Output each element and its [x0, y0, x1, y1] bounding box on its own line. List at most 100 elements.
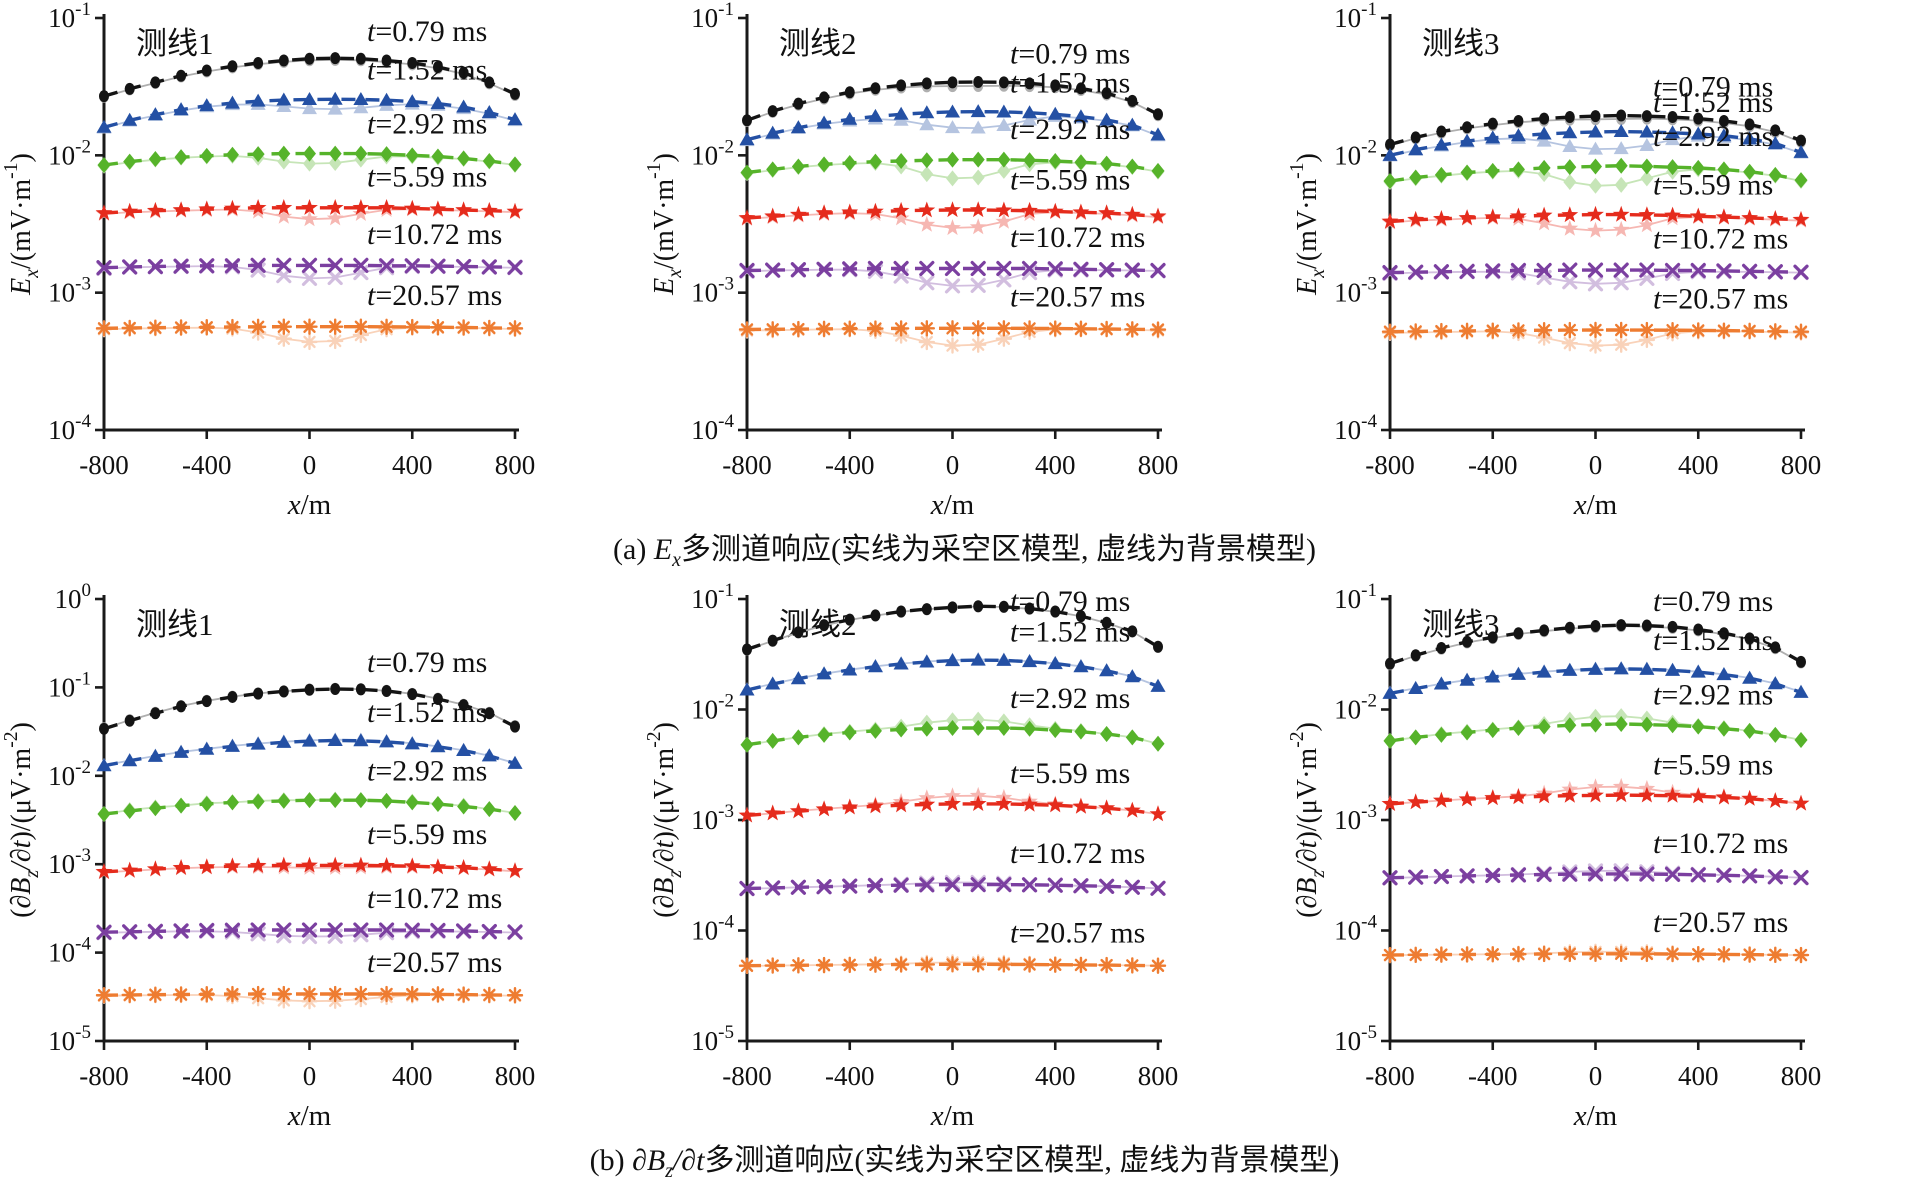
- time-label: t=10.72 ms: [1653, 223, 1788, 256]
- x-tick-label: -800: [722, 450, 772, 480]
- series-xcross: t=10.72 ms: [1382, 827, 1809, 886]
- series-star: t=5.59 ms: [95, 818, 524, 880]
- series-circle: t=0.79 ms: [1385, 585, 1806, 671]
- axes: 10-1 10-2 10-3 10-4 10-5 -800 -400 0 400 800 x/m (∂…: [1287, 581, 1821, 1132]
- x-tick-label: 400: [392, 450, 433, 480]
- y-tick-label: 10-1: [48, 668, 91, 702]
- subplot-ex-line1: 10-1 10-2 10-3 10-4 -800 -400 0 400 800 x/m Ex/(mV…: [0, 0, 643, 525]
- time-label: t=2.92 ms: [1653, 679, 1773, 712]
- subplot-ex-line2: 10-1 10-2 10-3 10-4 -800 -400 0 400 800 x/m Ex/(mV…: [643, 0, 1286, 525]
- caption-b-rest: 多测道响应(实线为采空区模型, 虚线为背景模型): [704, 1144, 1340, 1177]
- series-circle: t=0.79 ms: [742, 585, 1163, 656]
- time-label: t=20.57 ms: [1010, 917, 1145, 950]
- chart-ex-line3: 10-1 10-2 10-3 10-4 -800 -400 0 400 800 x/m Ex/(mV…: [1287, 0, 1821, 521]
- caption-b-var: B: [646, 1144, 666, 1177]
- caption-a-rest: 多测道响应(实线为采空区模型, 虚线为背景模型): [680, 533, 1316, 566]
- axes: 10-1 10-2 10-3 10-4 -800 -400 0 400 800 x/m Ex/(mV…: [1, 0, 535, 521]
- series-triangle: t=1.52 ms: [96, 54, 523, 134]
- time-label: t=5.59 ms: [1010, 757, 1130, 790]
- caption-a-var: E: [653, 533, 673, 566]
- series-diamond: t=2.92 ms: [740, 113, 1165, 187]
- time-label: t=0.79 ms: [1653, 585, 1773, 618]
- y-tick-label: 10-1: [48, 0, 91, 33]
- x-tick-label: -400: [825, 1061, 875, 1091]
- time-label: t=5.59 ms: [367, 161, 487, 194]
- y-tick-label: 10-3: [691, 274, 734, 308]
- time-label: t=10.72 ms: [367, 882, 502, 915]
- background-model-line: [746, 726, 1159, 747]
- background-model-line: [746, 658, 1159, 692]
- series-circle: t=0.79 ms: [1385, 71, 1806, 152]
- time-label: t=2.92 ms: [1010, 113, 1130, 146]
- subplot-title: 测线1: [136, 26, 214, 61]
- x-tick-label: -800: [79, 450, 129, 480]
- y-tick-label: 10-3: [1334, 801, 1377, 835]
- x-axis-label: x/m: [1573, 1100, 1618, 1132]
- x-tick-label: 400: [392, 1061, 433, 1091]
- background-model-line: [746, 109, 1159, 142]
- series-diamond: t=2.92 ms: [1383, 679, 1808, 749]
- time-label: t=10.72 ms: [1653, 827, 1788, 860]
- caption-a: (a) Ex多测道响应(实线为采空区模型, 虚线为背景模型): [0, 525, 1929, 581]
- chart-dbz-line1: 100 10-1 10-2 10-3 10-4 10-5 -800 -400 0 400 800 x/…: [1, 581, 535, 1132]
- caption-a-prefix: (a): [613, 533, 654, 566]
- x-axis-label: x/m: [287, 489, 332, 521]
- x-tick-label: 0: [1589, 1061, 1603, 1091]
- y-tick-label: 10-1: [1334, 581, 1377, 614]
- series-triangle: t=1.52 ms: [739, 66, 1166, 147]
- subplot-title: 测线2: [779, 26, 857, 61]
- series-circle: t=0.79 ms: [99, 646, 520, 735]
- series-triangle: t=1.52 ms: [1382, 86, 1809, 162]
- series-triangle: t=1.52 ms: [96, 696, 523, 772]
- x-tick-label: 400: [1678, 450, 1719, 480]
- time-label: t=10.72 ms: [367, 218, 502, 251]
- series-xcross: t=10.72 ms: [739, 837, 1166, 897]
- y-tick-label: 10-4: [691, 912, 734, 946]
- x-tick-label: 400: [1678, 1061, 1719, 1091]
- time-label: t=20.57 ms: [367, 946, 502, 979]
- series-xcross: t=10.72 ms: [96, 882, 523, 945]
- time-label: t=1.52 ms: [1653, 86, 1773, 119]
- y-tick-label: 10-3: [1334, 274, 1377, 308]
- background-model-line: [103, 687, 516, 731]
- y-tick-label: 10-3: [48, 845, 91, 879]
- y-tick-label: 100: [55, 581, 92, 614]
- y-tick-label: 10-2: [48, 136, 91, 170]
- x-axis-label: x/m: [930, 489, 975, 521]
- x-tick-label: -400: [825, 450, 875, 480]
- y-axis-label: (∂Bz/∂t)/(μV·m-2): [1, 722, 43, 918]
- y-tick-label: 10-4: [691, 411, 734, 445]
- series-diamond: t=2.92 ms: [97, 754, 522, 822]
- axes: 10-1 10-2 10-3 10-4 -800 -400 0 400 800 x/m Ex/(mV…: [1287, 0, 1821, 521]
- series-star: t=5.59 ms: [738, 757, 1167, 823]
- series-star: t=5.59 ms: [1381, 168, 1810, 238]
- time-label: t=1.52 ms: [1010, 616, 1130, 649]
- x-tick-label: 800: [1781, 450, 1822, 480]
- x-tick-label: -800: [1365, 450, 1415, 480]
- series-star: t=5.59 ms: [738, 163, 1167, 236]
- time-label: t=10.72 ms: [1010, 221, 1145, 254]
- x-tick-label: -800: [79, 1061, 129, 1091]
- time-label: t=0.79 ms: [367, 646, 487, 679]
- y-tick-label: 10-2: [48, 757, 91, 791]
- series-asterisk: t=20.57 ms: [738, 281, 1167, 354]
- time-label: t=2.92 ms: [1653, 120, 1773, 153]
- background-model-line: [1389, 722, 1802, 743]
- series-xcross: t=10.72 ms: [739, 221, 1166, 294]
- subplot-title: 测线1: [136, 607, 214, 642]
- row-ex: 10-1 10-2 10-3 10-4 -800 -400 0 400 800 x/m Ex/(mV…: [0, 0, 1929, 525]
- series-asterisk: t=20.57 ms: [95, 279, 524, 351]
- y-tick-label: 10-1: [691, 581, 734, 614]
- series-diamond: t=2.92 ms: [740, 682, 1165, 753]
- subplot-title: 测线3: [1422, 26, 1500, 61]
- x-tick-label: 800: [1781, 1061, 1822, 1091]
- time-label: t=0.79 ms: [1010, 37, 1130, 70]
- background-model-line: [746, 157, 1159, 175]
- caption-b-sub: z: [665, 1160, 673, 1182]
- series-asterisk: t=20.57 ms: [1381, 906, 1810, 964]
- background-model-line: [746, 80, 1159, 122]
- series-circle: t=0.79 ms: [99, 15, 520, 103]
- subplot-dbz-line1: 100 10-1 10-2 10-3 10-4 10-5 -800 -400 0 400 800 x/…: [0, 581, 643, 1136]
- background-model-line: [1389, 129, 1802, 157]
